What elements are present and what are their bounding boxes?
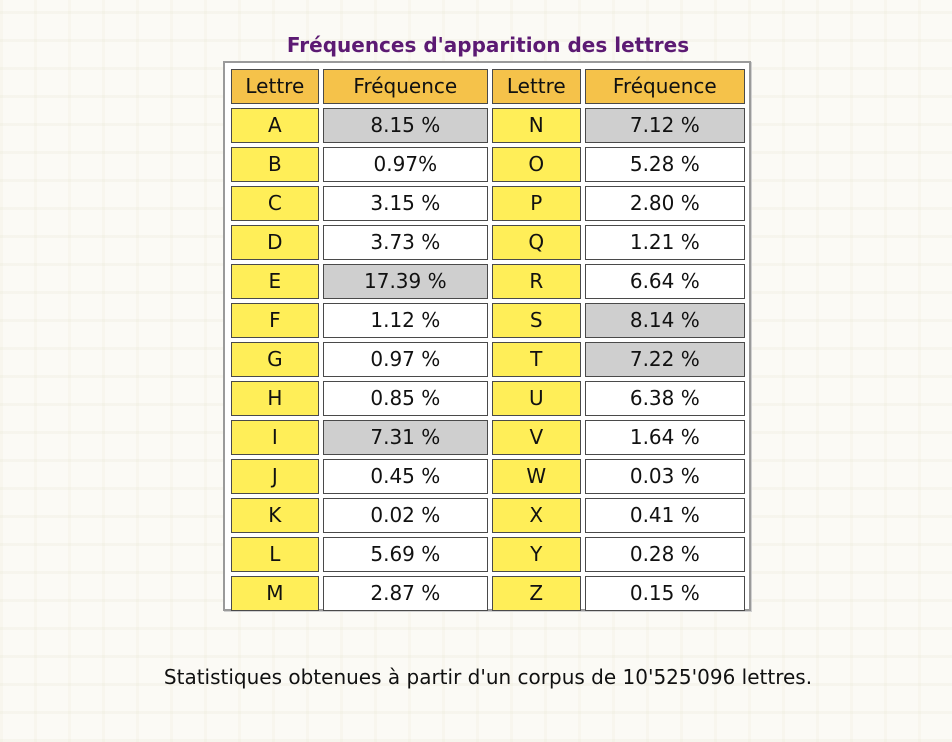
letter-cell: X (491, 498, 581, 533)
table-row: B 0.97% O 5.28 % (231, 147, 745, 182)
table-row: D 3.73 % Q 1.21 % (231, 225, 745, 260)
letter-cell: O (491, 147, 581, 182)
letter-cell: R (491, 264, 581, 299)
table-header-row: Lettre Fréquence Lettre Fréquence (231, 69, 745, 104)
frequency-cell: 2.87 % (322, 576, 488, 611)
frequency-cell: 0.45 % (322, 459, 488, 494)
frequency-cell: 0.02 % (322, 498, 488, 533)
letter-cell: T (491, 342, 581, 377)
table-row: K 0.02 % X 0.41 % (231, 498, 745, 533)
letter-cell: C (231, 186, 319, 221)
frequency-cell: 2.80 % (584, 186, 745, 221)
frequency-cell: 7.31 % (322, 420, 488, 455)
frequency-cell: 1.12 % (322, 303, 488, 338)
table-row: F 1.12 % S 8.14 % (231, 303, 745, 338)
frequency-cell: 0.28 % (584, 537, 745, 572)
letter-cell: H (231, 381, 319, 416)
letter-cell: Y (491, 537, 581, 572)
letter-cell: K (231, 498, 319, 533)
frequency-cell: 5.28 % (584, 147, 745, 182)
table-row: J 0.45 % W 0.03 % (231, 459, 745, 494)
frequency-cell: 7.22 % (584, 342, 745, 377)
frequency-cell: 17.39 % (322, 264, 488, 299)
frequency-cell: 0.97% (322, 147, 488, 182)
frequency-cell: 5.69 % (322, 537, 488, 572)
table-row: E 17.39 % R 6.64 % (231, 264, 745, 299)
corpus-statistics-note: Statistiques obtenues à partir d'un corp… (163, 665, 813, 689)
frequency-table-container: Lettre Fréquence Lettre Fréquence A 8.15… (223, 61, 751, 611)
table-row: C 3.15 % P 2.80 % (231, 186, 745, 221)
table-row: G 0.97 % T 7.22 % (231, 342, 745, 377)
frequency-cell: 3.15 % (322, 186, 488, 221)
letter-cell: G (231, 342, 319, 377)
letter-cell: U (491, 381, 581, 416)
letter-cell: V (491, 420, 581, 455)
letter-cell: J (231, 459, 319, 494)
header-frequency-right: Fréquence (584, 69, 745, 104)
table-row: A 8.15 % N 7.12 % (231, 108, 745, 143)
letter-cell: A (231, 108, 319, 143)
header-frequency-left: Fréquence (322, 69, 488, 104)
frequency-cell: 1.21 % (584, 225, 745, 260)
table-body: A 8.15 % N 7.12 % B 0.97% O 5.28 % C 3.1… (231, 108, 745, 611)
letter-cell: F (231, 303, 319, 338)
frequency-cell: 3.73 % (322, 225, 488, 260)
frequency-cell: 8.14 % (584, 303, 745, 338)
letter-cell: I (231, 420, 319, 455)
frequency-cell: 0.41 % (584, 498, 745, 533)
letter-cell: B (231, 147, 319, 182)
letter-cell: P (491, 186, 581, 221)
letter-cell: L (231, 537, 319, 572)
page-title: Fréquences d'apparition des lettres (286, 33, 690, 57)
letter-cell: E (231, 264, 319, 299)
letter-cell: Q (491, 225, 581, 260)
table-row: H 0.85 % U 6.38 % (231, 381, 745, 416)
frequency-cell: 0.15 % (584, 576, 745, 611)
letter-cell: S (491, 303, 581, 338)
frequency-cell: 6.38 % (584, 381, 745, 416)
letter-cell: M (231, 576, 319, 611)
frequency-cell: 0.85 % (322, 381, 488, 416)
table-row: I 7.31 % V 1.64 % (231, 420, 745, 455)
frequency-cell: 8.15 % (322, 108, 488, 143)
header-letter-right: Lettre (491, 69, 581, 104)
letter-cell: W (491, 459, 581, 494)
table-row: M 2.87 % Z 0.15 % (231, 576, 745, 611)
frequency-cell: 1.64 % (584, 420, 745, 455)
letter-cell: Z (491, 576, 581, 611)
letter-cell: N (491, 108, 581, 143)
frequency-table: Lettre Fréquence Lettre Fréquence A 8.15… (227, 65, 749, 615)
frequency-cell: 7.12 % (584, 108, 745, 143)
frequency-cell: 6.64 % (584, 264, 745, 299)
table-row: L 5.69 % Y 0.28 % (231, 537, 745, 572)
letter-cell: D (231, 225, 319, 260)
frequency-cell: 0.03 % (584, 459, 745, 494)
frequency-cell: 0.97 % (322, 342, 488, 377)
header-letter-left: Lettre (231, 69, 319, 104)
